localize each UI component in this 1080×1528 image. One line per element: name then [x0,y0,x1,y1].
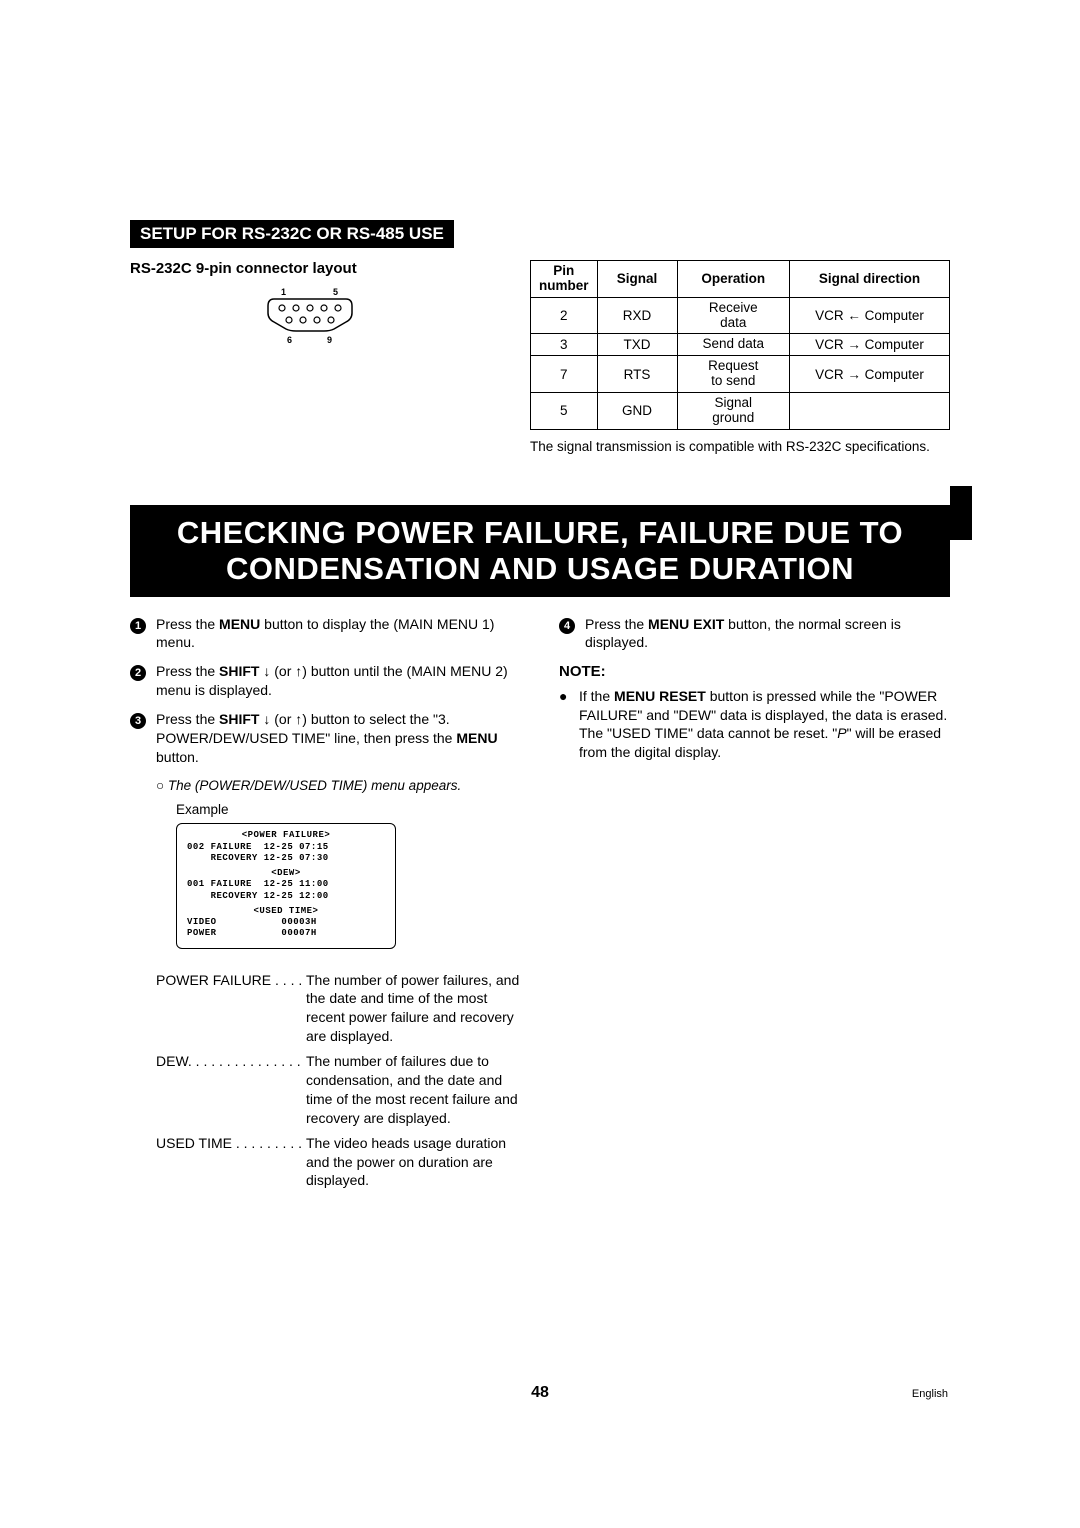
pin-label-9: 9 [327,335,332,345]
step-4: 4 Press the MENU EXIT button, the normal… [559,615,950,653]
table-row: 3 TXD Send data VCR → Computer [531,334,950,356]
th-signal: Signal [597,261,677,298]
table-note: The signal transmission is compatible wi… [530,438,950,456]
definition-list: POWER FAILURE . . . . The number of powe… [156,971,521,1191]
note-heading: NOTE: [559,662,950,682]
step-2: 2 Press the SHIFT ↓ (or ↑) button until … [130,662,521,700]
page-title: CHECKING POWER FAILURE, FAILURE DUE TOCO… [130,505,950,596]
example-label: Example [176,801,521,819]
lcd-example: <POWER FAILURE>002 FAILURE 12-25 07:15 R… [176,823,396,948]
th-pin: Pin number [531,261,598,298]
pin-label-5: 5 [333,287,338,297]
footer-language: English [912,1388,948,1400]
step-3: 3 Press the SHIFT ↓ (or ↑) button to sel… [130,710,521,767]
table-row: 2 RXD Receivedata VCR ← Computer [531,297,950,334]
pin-label-6: 6 [287,335,292,345]
pin-label-1: 1 [281,287,286,297]
step-3-sub: The (POWER/DEW/USED TIME) menu appears. [156,777,521,795]
side-tab [950,486,972,540]
step-1: 1 Press the MENU button to display the (… [130,615,521,653]
section-bar: SETUP FOR RS-232C OR RS-485 USE [130,220,454,248]
table-row: 5 GND Signalground [531,393,950,430]
th-operation: Operation [677,261,789,298]
note-body: ● If the MENU RESET button is pressed wh… [559,687,950,763]
pin-table: Pin number Signal Operation Signal direc… [530,260,950,430]
th-direction: Signal direction [790,261,950,298]
connector-diagram: 1 5 6 9 [130,285,490,354]
connector-heading: RS-232C 9-pin connector layout [130,260,490,277]
table-row: 7 RTS Requestto send VCR → Computer [531,356,950,393]
